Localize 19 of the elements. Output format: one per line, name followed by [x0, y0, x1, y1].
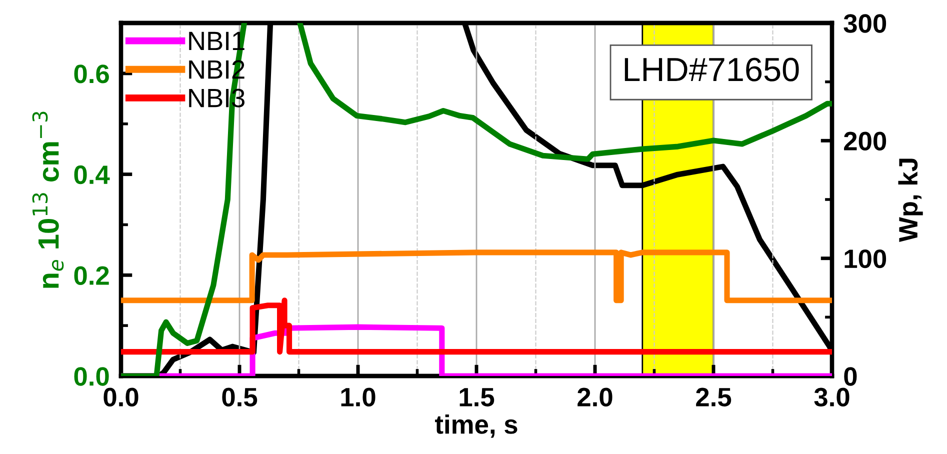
- y-tick-label: 0.4: [74, 165, 110, 184]
- x-axis-title: time, s: [435, 414, 518, 438]
- y2-axis-title: Wp, kJ: [898, 158, 923, 242]
- y2-tick-label: 200: [844, 132, 886, 150]
- y-tick-label: 0.6: [74, 64, 109, 84]
- x-tick-label: 2.5: [696, 388, 732, 406]
- y-tick-label: 0.2: [74, 266, 109, 285]
- x-tick-label: 0.0: [104, 388, 138, 406]
- y2-tick-label: 300: [844, 14, 886, 33]
- y-axis-title: n$_{e}$ 10$^{13}$ cm$^{−3}$: [32, 112, 64, 288]
- x-tick-label: 1.0: [341, 388, 376, 406]
- x-tick-label: 0.5: [222, 388, 258, 406]
- x-tick-label: 3.0: [814, 388, 850, 407]
- x-tick-label: 1.5: [460, 388, 494, 406]
- y2-tick-label: 0: [844, 367, 857, 386]
- annotation: LHD#71650: [624, 58, 799, 82]
- y2-tick-label: 100: [844, 249, 886, 268]
- x-tick-label: 2.0: [578, 388, 612, 406]
- y-tick-label: 0.0: [74, 367, 109, 386]
